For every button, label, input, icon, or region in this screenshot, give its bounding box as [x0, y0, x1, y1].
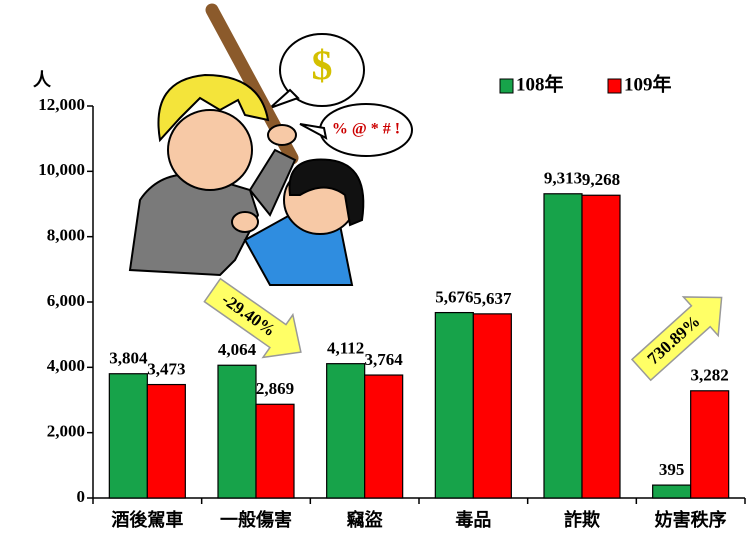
y-tick-label: 12,000 [38, 95, 85, 114]
value-label: 3,473 [147, 359, 185, 378]
bar [365, 375, 403, 498]
y-tick-label: 2,000 [47, 422, 85, 441]
value-label: 4,112 [327, 339, 364, 358]
bar [582, 195, 620, 498]
value-label: 395 [659, 460, 685, 479]
y-tick-label: 0 [77, 487, 86, 506]
value-label: 3,804 [109, 349, 148, 368]
value-label: 2,869 [256, 379, 294, 398]
bar [109, 374, 147, 498]
bar [435, 313, 473, 498]
bar [327, 364, 365, 498]
value-label: 9,313 [544, 169, 582, 188]
x-tick-label: 酒後駕車 [111, 509, 183, 530]
value-label: 5,637 [473, 289, 512, 308]
bar [653, 485, 691, 498]
y-axis-label: 人 [33, 70, 52, 90]
y-tick-label: 10,000 [38, 160, 85, 179]
bar [147, 385, 185, 498]
x-tick-label: 毒品 [455, 509, 491, 530]
y-tick-label: 4,000 [47, 356, 85, 375]
bar [256, 404, 294, 498]
bar [473, 314, 511, 498]
bubble-text: % @ * # ! [332, 121, 400, 138]
value-label: 9,268 [582, 170, 620, 189]
value-label: 4,064 [218, 340, 257, 359]
legend-swatch [500, 79, 513, 93]
legend-label: 109年 [624, 72, 672, 95]
value-label: 5,676 [435, 287, 473, 306]
y-tick-label: 6,000 [47, 291, 85, 310]
x-tick-label: 妨害秩序 [655, 509, 727, 530]
x-tick-label: 詐欺 [564, 509, 600, 530]
bar [218, 365, 256, 498]
y-tick-label: 8,000 [47, 226, 85, 245]
x-tick-label: 一般傷害 [220, 509, 292, 530]
legend-label: 108年 [516, 72, 564, 95]
value-label: 3,282 [691, 366, 729, 385]
bar [544, 194, 582, 498]
bubble-text: $ [312, 44, 333, 90]
legend-swatch [608, 79, 621, 93]
value-label: 3,764 [365, 350, 404, 369]
bar [691, 391, 729, 498]
chart: $ % @ * # ! 人 0 2,000 4,000 6,000 8,000 10,00… [0, 0, 755, 535]
illustration [130, 10, 412, 285]
x-tick-label: 竊盜 [347, 509, 383, 530]
